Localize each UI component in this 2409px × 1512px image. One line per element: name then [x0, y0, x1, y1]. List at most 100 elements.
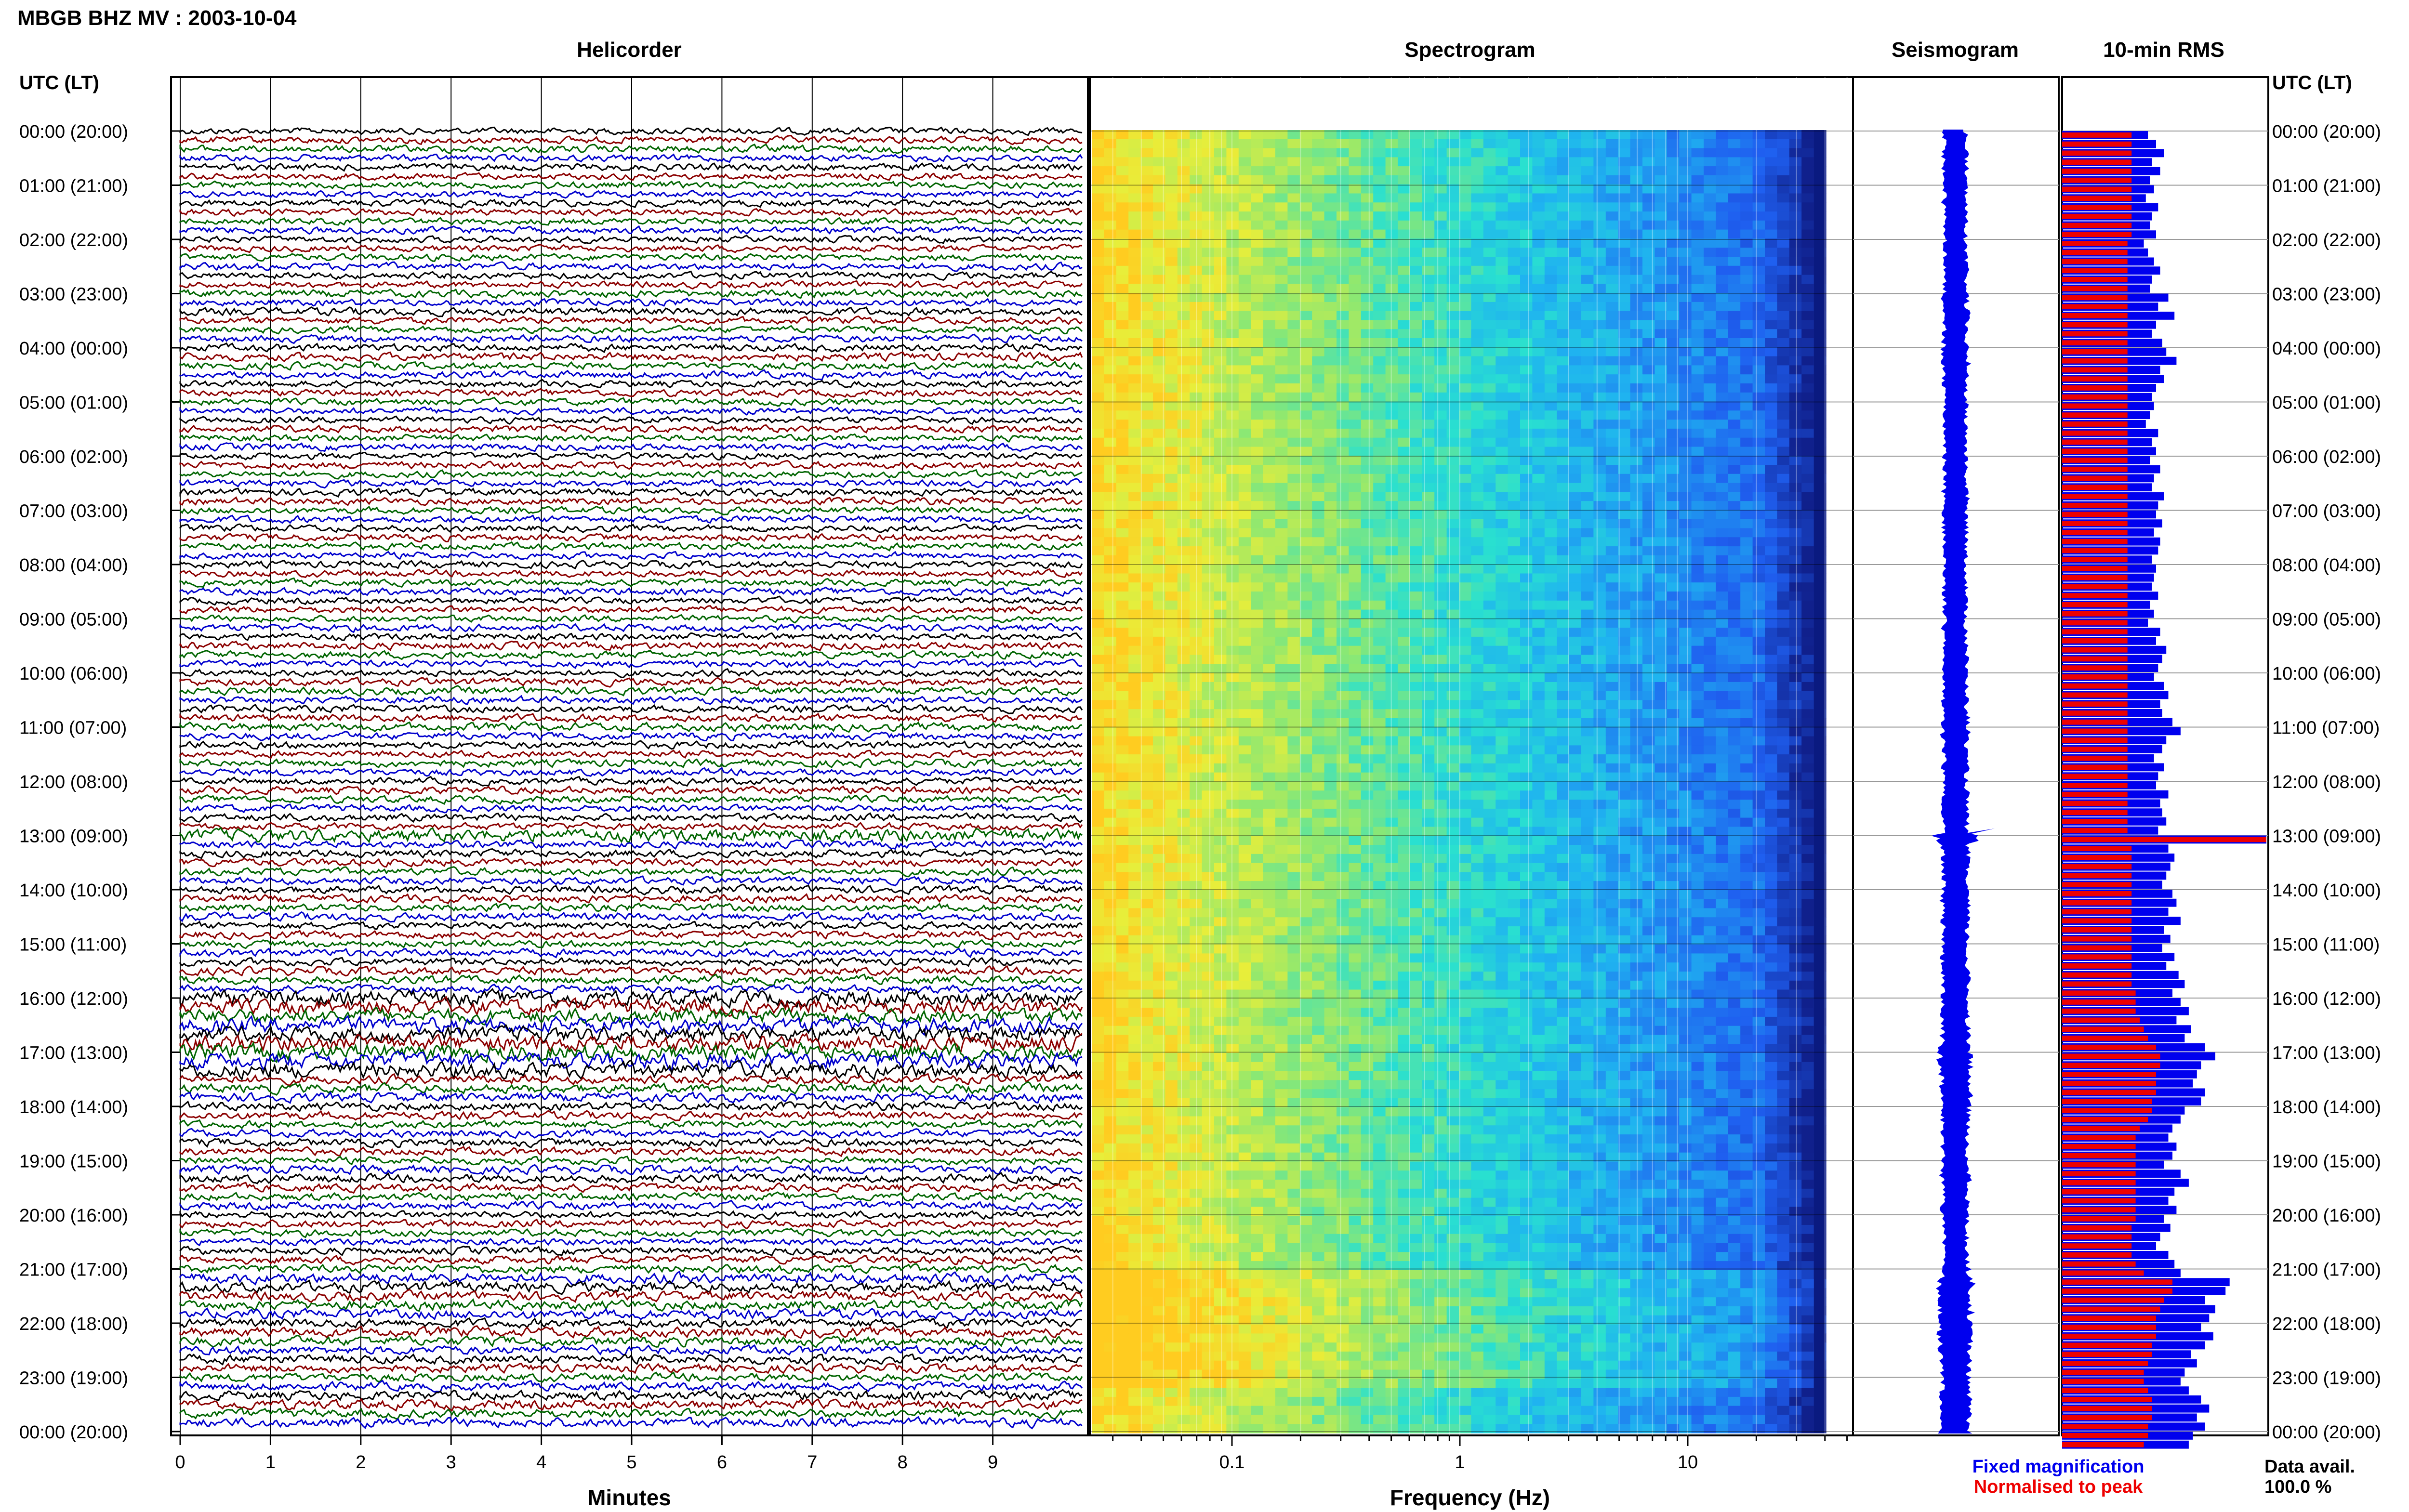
helicorder-trace	[179, 1245, 1083, 1257]
spectrogram-cell	[1349, 401, 1362, 411]
spectrogram-cell	[1349, 682, 1362, 692]
spectrogram-cell	[1581, 628, 1594, 637]
spectrogram-cell	[1434, 745, 1447, 755]
spectrogram-cell	[1765, 510, 1777, 520]
spectrogram-cell	[1740, 655, 1753, 664]
spectrogram-cell	[1569, 320, 1582, 329]
spectrogram-cell	[1655, 808, 1668, 818]
spectrogram-cell	[1385, 790, 1398, 800]
spectrogram-cell	[1116, 510, 1129, 520]
spectrogram-cell	[1569, 284, 1582, 293]
row-label-right: 09:00 (05:00)	[2272, 610, 2381, 630]
spectrogram-cell	[1385, 655, 1398, 664]
spectrogram-cell	[1667, 374, 1680, 384]
spectrogram-cell	[1716, 311, 1729, 321]
spectrogram-cell	[1801, 808, 1814, 818]
spectrogram-cell	[1520, 618, 1533, 628]
spectrogram-cell	[1116, 700, 1129, 710]
spectrogram-cell	[1446, 636, 1459, 646]
spectrogram-cell	[1128, 745, 1141, 755]
spectrogram-cell	[1508, 691, 1521, 701]
spectrogram-cell	[1471, 139, 1484, 149]
spectrogram-cell	[1520, 293, 1533, 302]
spectrogram-cell	[1337, 781, 1349, 791]
spectrogram-cell	[1299, 229, 1312, 239]
spectrogram-cell	[1752, 682, 1765, 692]
spectrogram-cell	[1337, 718, 1349, 728]
spectrogram-cell	[1642, 347, 1655, 357]
spectrogram-cell	[1801, 320, 1814, 329]
spectrogram-cell	[1508, 573, 1521, 583]
helicorder-trace	[179, 1073, 1083, 1086]
spectrogram-cell	[1299, 447, 1312, 456]
spectrogram-cell	[1740, 628, 1753, 637]
spectrogram-cell	[1324, 193, 1337, 203]
spectrogram-cell	[1642, 248, 1655, 257]
spectrogram-cell	[1789, 238, 1802, 248]
spectrogram-cell	[1618, 754, 1631, 764]
spectrogram-cell	[1434, 510, 1447, 520]
spectrogram-cell	[1483, 193, 1496, 203]
spectrogram-cell	[1667, 175, 1680, 185]
spectrogram-cell	[1251, 709, 1264, 719]
spectrogram-cell	[1789, 736, 1802, 746]
spectrogram-cell	[1410, 275, 1423, 284]
spectrogram-cell	[1789, 338, 1802, 348]
spectrogram-cell	[1177, 709, 1190, 719]
helicorder-trace	[179, 560, 1083, 570]
spectrogram-cell	[1422, 410, 1435, 420]
spectrogram-cell	[1337, 302, 1349, 312]
spectrogram-cell	[1092, 836, 1104, 845]
spectrogram-cell	[1324, 374, 1337, 384]
spectrogram-cell	[1128, 265, 1141, 276]
spectrogram-cell	[1324, 501, 1337, 511]
spectrogram-cell	[1471, 655, 1484, 664]
spectrogram-cell	[1789, 700, 1802, 710]
spectrogram-cell	[1593, 609, 1606, 619]
spectrogram-cell	[1275, 420, 1288, 429]
spectrogram-cell	[1373, 257, 1386, 266]
spectrogram-cell	[1544, 148, 1557, 158]
spectrogram-cell	[1618, 193, 1631, 203]
spectrogram-cell	[1116, 130, 1129, 140]
spectrogram-cell	[1116, 528, 1129, 538]
spectrogram-cell	[1752, 546, 1765, 556]
spectrogram-cell	[1140, 682, 1153, 692]
spectrogram-cell	[1471, 238, 1484, 248]
spectrogram-cell	[1777, 483, 1790, 492]
row-label-left: 22:00 (18:00)	[19, 1314, 128, 1334]
spectrogram-cell	[1128, 437, 1141, 447]
spectrogram-cell	[1165, 682, 1178, 692]
spectrogram-cell	[1410, 257, 1423, 266]
spectrogram-cell	[1398, 628, 1410, 637]
spectrogram-cell	[1569, 248, 1582, 257]
spectrogram-cell	[1385, 211, 1398, 221]
spectrogram-cell	[1605, 808, 1618, 818]
spectrogram-cell	[1324, 257, 1337, 266]
spectrogram-cell	[1618, 772, 1631, 782]
spectrogram-cell	[1165, 374, 1178, 384]
spectrogram-cell	[1618, 682, 1631, 692]
spectrogram-cell	[1349, 465, 1362, 474]
spectrogram-cell	[1385, 383, 1398, 393]
spectrogram-cell	[1190, 655, 1203, 664]
spectrogram-cell	[1642, 510, 1655, 520]
spectrogram-cell	[1789, 836, 1802, 845]
spectrogram-cell	[1422, 645, 1435, 656]
spectrogram-cell	[1777, 193, 1790, 203]
spectrogram-cell	[1569, 473, 1582, 484]
spectrogram-cell	[1177, 727, 1190, 737]
spectrogram-cell	[1177, 257, 1190, 266]
spectrogram-cell	[1361, 827, 1374, 836]
spectrogram-cell	[1459, 420, 1471, 429]
spectrogram-cell	[1471, 365, 1484, 375]
spectrogram-cell	[1140, 284, 1153, 293]
spectrogram-cell	[1716, 718, 1729, 728]
helicorder-trace	[179, 126, 1083, 136]
spectrogram-cell	[1532, 745, 1545, 755]
spectrogram-cell	[1740, 573, 1753, 583]
spectrogram-cell	[1777, 618, 1790, 628]
spectrogram-cell	[1104, 130, 1117, 140]
spectrogram-cell	[1618, 175, 1631, 185]
spectrogram-cell	[1618, 410, 1631, 420]
